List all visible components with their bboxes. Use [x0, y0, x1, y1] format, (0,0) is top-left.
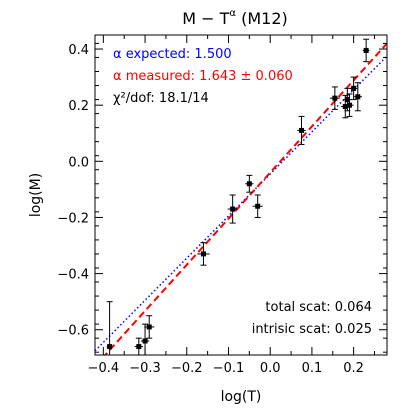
point-marker — [332, 95, 338, 101]
legend-measured: α measured: 1.643 ± 0.060 — [113, 69, 293, 84]
point-marker — [142, 338, 148, 344]
chart-title-suffix: (M12) — [236, 9, 288, 28]
data-point-0 — [106, 301, 113, 355]
x-tick-label: −0.4 — [88, 361, 120, 376]
point-marker — [230, 206, 236, 212]
y-tick-label: −0.6 — [57, 324, 89, 339]
data-point-7 — [252, 194, 263, 218]
y-tick-label: −0.2 — [57, 211, 89, 226]
point-marker — [351, 85, 357, 91]
point-marker — [136, 344, 142, 350]
x-tick-label: 0.0 — [260, 361, 281, 376]
data-point-3 — [144, 315, 155, 339]
point-marker — [246, 181, 252, 187]
data-point-1 — [134, 337, 143, 355]
data-point-9 — [329, 86, 340, 110]
annotation-intrinsic-scatter: intrisic scat: 0.025 — [252, 322, 372, 337]
chart-title-superscript: α — [229, 8, 236, 19]
y-tick-label: 0.0 — [68, 155, 89, 170]
point-marker — [346, 102, 352, 108]
y-tick-label: 0.2 — [68, 99, 89, 114]
data-point-12 — [345, 93, 354, 117]
data-point-4 — [197, 242, 210, 266]
x-tick-label: −0.2 — [171, 361, 203, 376]
x-tick-label: −0.3 — [129, 361, 161, 376]
data-point-6 — [245, 174, 254, 193]
x-tick-label: 0.1 — [302, 361, 323, 376]
legend-chi2: χ²/dof: 18.1/14 — [113, 91, 209, 106]
data-point-5 — [227, 194, 238, 224]
x-axis-label: log(T) — [221, 389, 262, 405]
point-marker — [355, 94, 361, 100]
point-marker — [146, 324, 152, 330]
plot-frame — [94, 34, 388, 356]
chart-title-main: M − T — [182, 9, 229, 28]
point-marker — [298, 127, 304, 133]
point-marker — [255, 203, 261, 209]
data-point-15 — [362, 38, 370, 63]
data-point-13 — [349, 76, 358, 101]
chart-marks — [95, 38, 387, 355]
x-tick-label: 0.2 — [343, 361, 364, 376]
point-marker — [344, 97, 350, 103]
fit-line-measured — [103, 42, 387, 355]
point-marker — [107, 344, 113, 350]
y-axis-label: log(M) — [28, 173, 44, 217]
data-point-14 — [353, 82, 362, 112]
fit-line-expected — [95, 55, 387, 352]
x-tick-label: −0.1 — [213, 361, 245, 376]
y-tick-label: −0.4 — [57, 268, 89, 283]
annotation-total-scatter: total scat: 0.064 — [265, 300, 372, 315]
axis-ticks: −0.4 −0.3 −0.2 −0.1 0.0 0.1 0.2 −0.6 −0.4 −0.2 0.0… — [57, 35, 387, 376]
y-tick-label: 0.4 — [68, 43, 89, 58]
chart-title: M − Tα (M12) — [182, 8, 287, 28]
point-marker — [342, 104, 348, 110]
legend-expected: α expected: 1.500 — [113, 47, 232, 62]
point-marker — [200, 251, 206, 257]
data-point-8 — [297, 115, 306, 145]
point-marker — [363, 47, 369, 53]
